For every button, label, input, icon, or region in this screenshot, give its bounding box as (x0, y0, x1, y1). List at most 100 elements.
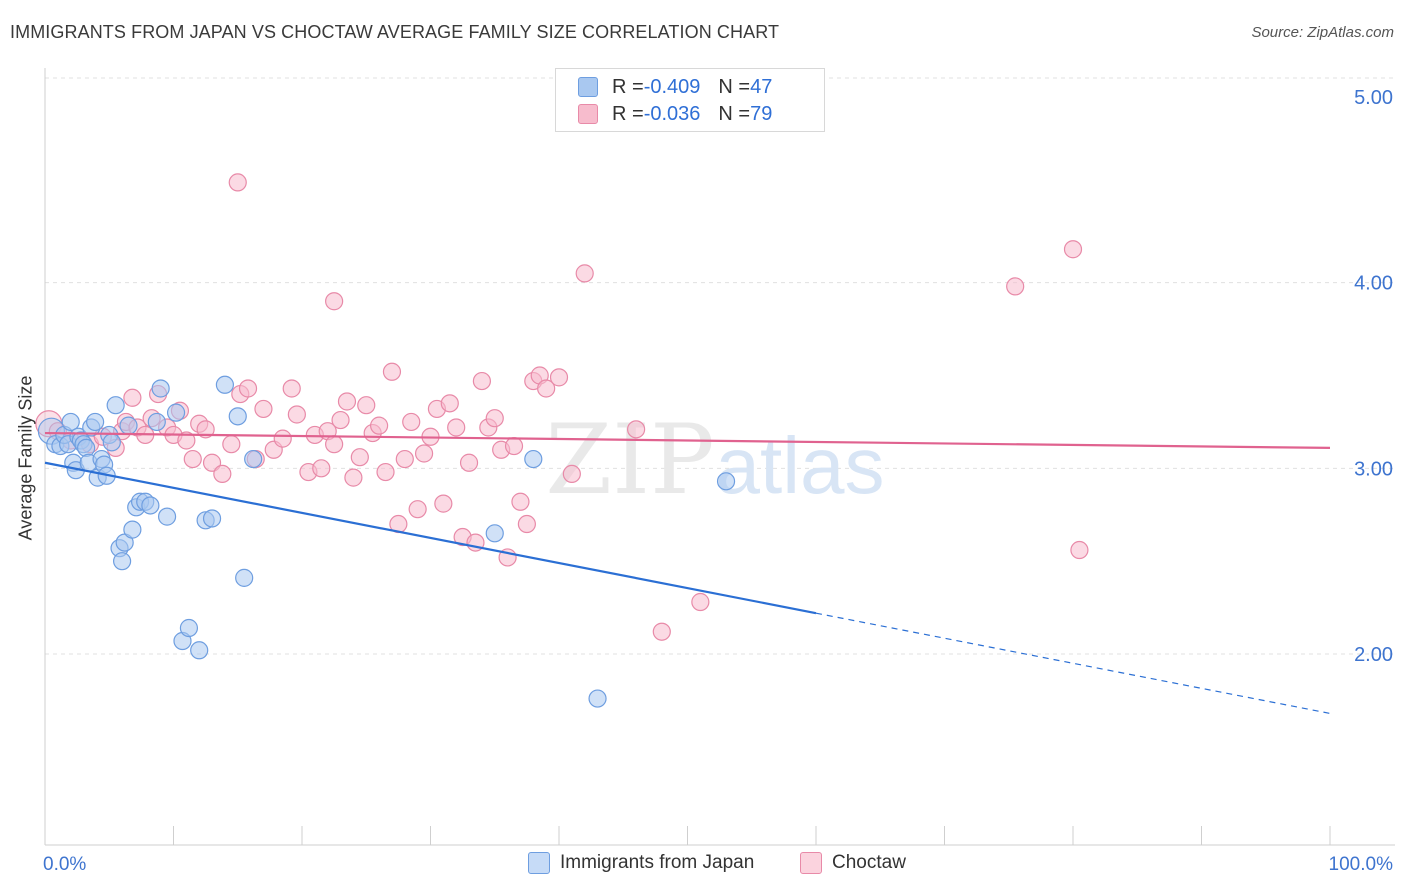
japan-point (202, 509, 222, 528)
source-label: Source: ZipAtlas.com (1251, 24, 1394, 41)
choctaw-point (485, 409, 504, 428)
japan-point (524, 449, 543, 469)
y-tick-label: 4.00 (1354, 273, 1393, 295)
choctaw-point (312, 459, 331, 478)
choctaw-trend-line (44, 431, 1331, 450)
choctaw-point (414, 444, 434, 463)
y-tick-label: 3.00 (1354, 458, 1393, 480)
choctaw-point (325, 435, 344, 454)
japan-point (485, 524, 504, 543)
choctaw-point (691, 592, 710, 612)
choctaw-swatch (578, 104, 598, 124)
choctaw-point (504, 436, 524, 456)
choctaw-point (350, 448, 369, 467)
legend-item-choctaw[interactable]: Choctaw (800, 852, 906, 874)
watermark-zip: ZIP (545, 404, 714, 516)
japan-point (166, 403, 186, 422)
japan-point (61, 412, 80, 432)
grid-lines (45, 77, 1395, 655)
choctaw-point (440, 394, 459, 413)
choctaw-point (517, 514, 536, 534)
r-label: R = (612, 75, 644, 98)
r-value: -0.409 (643, 75, 701, 98)
choctaw-point (549, 368, 569, 387)
r-value: -0.036 (643, 102, 701, 125)
japan-legend-swatch (528, 852, 550, 874)
choctaw-point (395, 449, 414, 469)
choctaw-point (183, 449, 202, 469)
tick-labels: 2.00 3.00 4.00 5.00 0.0% 100.0% (43, 87, 1393, 875)
choctaw-point (123, 388, 142, 407)
japan-point (147, 412, 166, 432)
choctaw-point (408, 500, 427, 519)
japan-point (86, 412, 105, 432)
watermark-atlas: atlas (716, 421, 885, 510)
y-tick-label: 2.00 (1354, 644, 1393, 666)
choctaw-point (287, 405, 306, 424)
n-value: 79 (750, 102, 773, 125)
choctaw-point (459, 453, 479, 472)
choctaw-legend-swatch (800, 852, 822, 874)
n-label: N = (718, 102, 751, 125)
japan-point (151, 379, 170, 398)
japan-trend-line (44, 461, 817, 615)
choctaw-point (1070, 540, 1089, 560)
japan-swatch (578, 77, 598, 97)
choctaw-point (537, 379, 556, 398)
japan-point (716, 472, 736, 491)
y-axis-label: Average Family Size (15, 375, 36, 541)
choctaw-point (370, 416, 389, 435)
japan-point (157, 507, 177, 526)
japan-point (215, 375, 234, 394)
choctaw-point (447, 418, 466, 437)
japan-point (123, 520, 142, 539)
choctaw-point (177, 431, 196, 450)
japan-trend-extension (815, 612, 1331, 715)
choctaw-point (337, 392, 357, 411)
choctaw-point (273, 429, 292, 448)
japan-point (112, 552, 132, 571)
choctaw-point (1006, 277, 1025, 296)
series-legend: Immigrants from Japan Choctaw (0, 852, 1406, 878)
legend-item-japan[interactable]: Immigrants from Japan (528, 852, 754, 874)
legend-label-choctaw: Choctaw (832, 852, 906, 873)
x-tick-label: 100.0% (1329, 854, 1394, 875)
stats-row-japan: R = -0.409 N = 47 (578, 74, 772, 100)
choctaw-point (344, 468, 363, 487)
stats-row-choctaw: R = -0.036 N = 79 (578, 101, 772, 127)
choctaw-point (562, 464, 581, 484)
japan-point (588, 689, 607, 708)
chart-title: IMMIGRANTS FROM JAPAN VS CHOCTAW AVERAGE… (10, 22, 780, 42)
choctaw-point (196, 420, 215, 439)
choctaw-point (382, 362, 402, 381)
choctaw-point (511, 492, 530, 511)
choctaw-point (254, 399, 273, 419)
choctaw-point (213, 464, 232, 484)
japan-point (190, 641, 209, 660)
choctaw-point (652, 622, 671, 641)
japan-point (106, 396, 125, 415)
choctaw-point (282, 379, 301, 398)
japan-point (235, 568, 254, 587)
axes (44, 68, 1395, 846)
japan-point (179, 618, 199, 638)
legend-label-japan: Immigrants from Japan (560, 852, 755, 873)
japan-points (37, 375, 736, 708)
choctaw-point (626, 420, 646, 439)
choctaw-point (402, 412, 421, 432)
y-tick-label: 5.00 (1354, 87, 1393, 109)
choctaw-point (357, 396, 376, 415)
choctaw-point (575, 264, 594, 283)
r-label: R = (612, 102, 644, 125)
choctaw-point (1063, 240, 1083, 259)
japan-point (228, 407, 247, 426)
japan-point (77, 438, 96, 458)
choctaw-point (472, 371, 491, 391)
japan-point (119, 416, 138, 435)
choctaw-point (434, 494, 453, 513)
stats-legend: R = -0.409 N = 47 R = -0.036 N = 79 (555, 68, 825, 132)
choctaw-point (376, 462, 395, 482)
n-value: 47 (750, 75, 773, 98)
choctaw-point (228, 173, 247, 192)
